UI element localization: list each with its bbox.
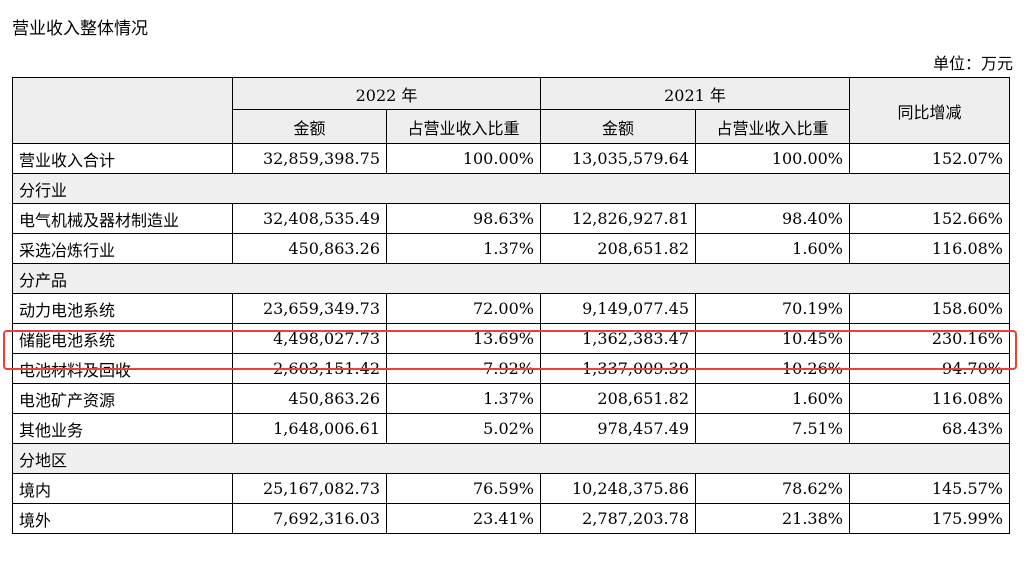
amount-2021: 208,651.82 bbox=[540, 383, 696, 414]
yoy-change: 68.43% bbox=[849, 413, 1010, 444]
amount-2021: 10,248,375.86 bbox=[540, 473, 696, 504]
row-label: 电池矿产资源 bbox=[12, 383, 233, 414]
total-row: 营业收入合计 32,859,398.75 100.00% 13,035,579.… bbox=[12, 143, 1010, 174]
amount-2022: 25,167,082.73 bbox=[232, 473, 387, 504]
share-2022: 100.00% bbox=[386, 143, 541, 174]
header-item bbox=[12, 77, 233, 144]
share-2022: 72.00% bbox=[386, 293, 541, 324]
row-label: 营业收入合计 bbox=[12, 143, 233, 174]
share-2021: 98.40% bbox=[695, 203, 850, 234]
share-2021: 10.26% bbox=[695, 353, 850, 384]
share-2022: 1.37% bbox=[386, 233, 541, 264]
section-label: 分地区 bbox=[12, 443, 1010, 474]
amount-2021: 1,362,383.47 bbox=[540, 323, 696, 354]
amount-2021: 1,337,009.39 bbox=[540, 353, 696, 384]
table-row: 境内 25,167,082.73 76.59% 10,248,375.86 78… bbox=[12, 473, 1010, 504]
header-year-2022: 2022 年 bbox=[232, 77, 541, 110]
unit-label: 单位：万元 bbox=[932, 54, 1013, 73]
table-row: 采选冶炼行业 450,863.26 1.37% 208,651.82 1.60%… bbox=[12, 233, 1010, 264]
row-label: 储能电池系统 bbox=[12, 323, 233, 354]
row-label: 电池材料及回收 bbox=[12, 353, 233, 384]
share-2022: 5.02% bbox=[386, 413, 541, 444]
yoy-change: 158.60% bbox=[849, 293, 1010, 324]
row-label: 采选冶炼行业 bbox=[12, 233, 233, 264]
share-2022: 13.69% bbox=[386, 323, 541, 354]
section-row-region: 分地区 bbox=[12, 443, 1010, 474]
amount-2021: 13,035,579.64 bbox=[540, 143, 696, 174]
revenue-table: 2022 年 2021 年 同比增减 金额 占营业收入比重 金额 占营业收入比重… bbox=[12, 77, 1010, 534]
header-year-2021: 2021 年 bbox=[540, 77, 850, 110]
share-2022: 7.92% bbox=[386, 353, 541, 384]
row-label: 动力电池系统 bbox=[12, 293, 233, 324]
table-title: 营业收入整体情况 bbox=[12, 19, 148, 39]
amount-2022: 23,659,349.73 bbox=[232, 293, 387, 324]
share-2021: 1.60% bbox=[695, 383, 850, 414]
table-row: 其他业务 1,648,006.61 5.02% 978,457.49 7.51%… bbox=[12, 413, 1010, 444]
table-row: 境外 7,692,316.03 23.41% 2,787,203.78 21.3… bbox=[12, 503, 1010, 534]
share-2021: 70.19% bbox=[695, 293, 850, 324]
row-label: 境内 bbox=[12, 473, 233, 504]
share-2022: 23.41% bbox=[386, 503, 541, 534]
share-2021: 100.00% bbox=[695, 143, 850, 174]
amount-2022: 450,863.26 bbox=[232, 383, 387, 414]
yoy-change: 94.70% bbox=[849, 353, 1010, 384]
yoy-change: 116.08% bbox=[849, 233, 1010, 264]
amount-2021: 9,149,077.45 bbox=[540, 293, 696, 324]
amount-2022: 32,859,398.75 bbox=[232, 143, 387, 174]
yoy-change: 116.08% bbox=[849, 383, 1010, 414]
yoy-change: 152.07% bbox=[849, 143, 1010, 174]
amount-2022: 1,648,006.61 bbox=[232, 413, 387, 444]
row-label: 其他业务 bbox=[12, 413, 233, 444]
share-2021: 7.51% bbox=[695, 413, 850, 444]
table-row: 电池矿产资源 450,863.26 1.37% 208,651.82 1.60%… bbox=[12, 383, 1010, 414]
amount-2021: 2,787,203.78 bbox=[540, 503, 696, 534]
share-2021: 21.38% bbox=[695, 503, 850, 534]
header-share-2022: 占营业收入比重 bbox=[386, 109, 541, 144]
amount-2022: 4,498,027.73 bbox=[232, 323, 387, 354]
row-label: 境外 bbox=[12, 503, 233, 534]
share-2021: 10.45% bbox=[695, 323, 850, 354]
yoy-change: 175.99% bbox=[849, 503, 1010, 534]
table-row: 电气机械及器材制造业 32,408,535.49 98.63% 12,826,9… bbox=[12, 203, 1010, 234]
amount-2021: 978,457.49 bbox=[540, 413, 696, 444]
share-2022: 98.63% bbox=[386, 203, 541, 234]
share-2022: 76.59% bbox=[386, 473, 541, 504]
share-2022: 1.37% bbox=[386, 383, 541, 414]
yoy-change: 145.57% bbox=[849, 473, 1010, 504]
section-row-product: 分产品 bbox=[12, 263, 1010, 294]
header-amount-2022: 金额 bbox=[232, 109, 387, 144]
row-label: 电气机械及器材制造业 bbox=[12, 203, 233, 234]
header-share-2021: 占营业收入比重 bbox=[695, 109, 850, 144]
amount-2022: 2,603,151.42 bbox=[232, 353, 387, 384]
section-label: 分行业 bbox=[12, 173, 1010, 204]
table-row-highlighted: 储能电池系统 4,498,027.73 13.69% 1,362,383.47 … bbox=[12, 323, 1010, 354]
header-amount-2021: 金额 bbox=[540, 109, 696, 144]
yoy-change: 230.16% bbox=[849, 323, 1010, 354]
section-label: 分产品 bbox=[12, 263, 1010, 294]
section-row-industry: 分行业 bbox=[12, 173, 1010, 204]
table-row: 动力电池系统 23,659,349.73 72.00% 9,149,077.45… bbox=[12, 293, 1010, 324]
share-2021: 1.60% bbox=[695, 233, 850, 264]
share-2021: 78.62% bbox=[695, 473, 850, 504]
amount-2021: 12,826,927.81 bbox=[540, 203, 696, 234]
yoy-change: 152.66% bbox=[849, 203, 1010, 234]
header-yoy: 同比增减 bbox=[849, 77, 1010, 144]
amount-2022: 32,408,535.49 bbox=[232, 203, 387, 234]
table-row: 电池材料及回收 2,603,151.42 7.92% 1,337,009.39 … bbox=[12, 353, 1010, 384]
amount-2021: 208,651.82 bbox=[540, 233, 696, 264]
amount-2022: 450,863.26 bbox=[232, 233, 387, 264]
amount-2022: 7,692,316.03 bbox=[232, 503, 387, 534]
